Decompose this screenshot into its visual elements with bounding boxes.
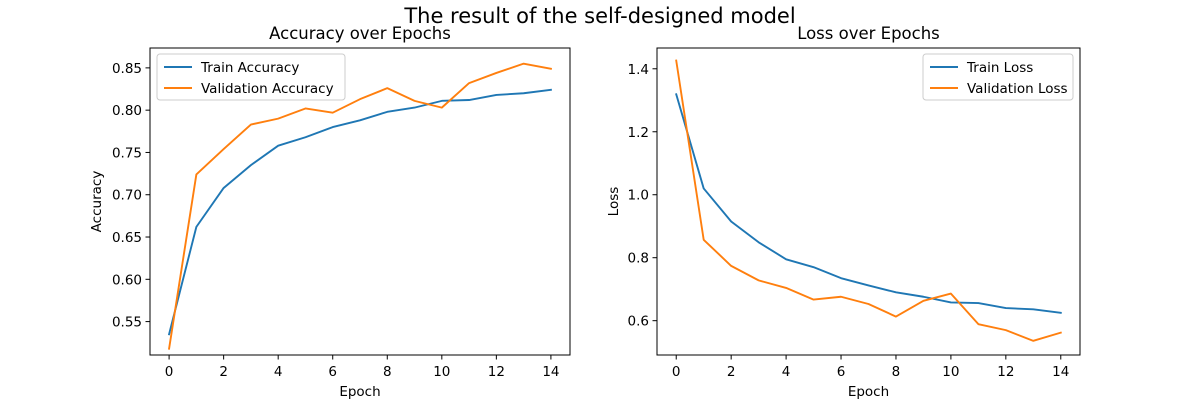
loss-series-train-line bbox=[675, 93, 1062, 314]
loss-series-validation-line bbox=[675, 59, 1062, 342]
acc-x-tick-label: 0 bbox=[165, 364, 174, 380]
acc-axes-frame bbox=[149, 47, 571, 356]
loss-legend-train-label: Train Loss bbox=[966, 60, 1033, 76]
loss-x-tick-label: 12 bbox=[997, 364, 1014, 380]
acc-y-tick-label: 0.80 bbox=[112, 103, 142, 119]
loss-y-tick-label: 1.2 bbox=[628, 125, 649, 141]
loss-y-tick-label: 0.8 bbox=[628, 251, 649, 267]
acc-y-tick-label: 0.70 bbox=[112, 188, 142, 204]
figure-title: The result of the self-designed model bbox=[403, 4, 795, 28]
acc-series-validation-line bbox=[168, 62, 553, 350]
acc-legend-train-label: Train Accuracy bbox=[200, 60, 299, 76]
loss-axes-frame bbox=[656, 47, 1081, 356]
acc-legend-validation-label: Validation Accuracy bbox=[201, 81, 334, 97]
acc-y-axis-label: Accuracy bbox=[89, 171, 105, 233]
acc-y-tick-label: 0.75 bbox=[112, 145, 142, 161]
loss-chart: 0 2 4 6 8 10 12 14 0.6 0.8 1.0 1.2 1.4 Loss over Epoc… bbox=[606, 24, 1081, 400]
loss-y-tick-label: 0.6 bbox=[628, 314, 649, 330]
acc-y-tick-label: 0.65 bbox=[112, 230, 142, 246]
acc-legend-box bbox=[156, 53, 346, 101]
acc-x-axis-label: Epoch bbox=[339, 384, 380, 400]
acc-chart-title: Accuracy over Epochs bbox=[269, 24, 451, 43]
acc-y-tick-label: 0.55 bbox=[112, 315, 142, 331]
acc-y-tick-label: 0.60 bbox=[112, 272, 142, 288]
loss-x-axis-label: Epoch bbox=[848, 384, 889, 400]
loss-y-tick-label: 1.0 bbox=[628, 188, 649, 204]
accuracy-chart: 0 2 4 6 8 10 12 14 0.55 0.60 0.65 0.70 0.75 0.80 0.85 A… bbox=[89, 24, 571, 400]
loss-x-tick-label: 0 bbox=[672, 364, 681, 380]
acc-y-tick-label: 0.85 bbox=[112, 61, 142, 77]
loss-x-tick-label: 6 bbox=[837, 364, 846, 380]
loss-y-axis-label: Loss bbox=[606, 187, 622, 217]
loss-x-tick-label: 8 bbox=[892, 364, 901, 380]
acc-x-tick-label: 10 bbox=[433, 364, 450, 380]
loss-x-tick-label: 10 bbox=[942, 364, 959, 380]
acc-series-train-line bbox=[167, 88, 552, 336]
acc-x-tick-label: 2 bbox=[219, 364, 228, 380]
acc-x-tick-label: 8 bbox=[383, 364, 392, 380]
acc-x-tick-label: 14 bbox=[542, 364, 559, 380]
loss-chart-title: Loss over Epochs bbox=[797, 24, 940, 43]
loss-legend: Train Loss Validation Loss bbox=[922, 53, 1074, 101]
acc-legend: Train Accuracy Validation Accuracy bbox=[156, 53, 346, 101]
loss-legend-box bbox=[922, 53, 1074, 101]
acc-x-tick-label: 6 bbox=[328, 364, 337, 380]
acc-x-tick-label: 12 bbox=[488, 364, 505, 380]
loss-legend-validation-label: Validation Loss bbox=[967, 81, 1068, 97]
loss-y-tick-label: 1.4 bbox=[628, 62, 649, 78]
loss-x-tick-label: 14 bbox=[1052, 364, 1069, 380]
acc-x-tick-label: 4 bbox=[274, 364, 283, 380]
loss-x-tick-label: 4 bbox=[782, 364, 791, 380]
loss-x-tick-label: 2 bbox=[727, 364, 736, 380]
